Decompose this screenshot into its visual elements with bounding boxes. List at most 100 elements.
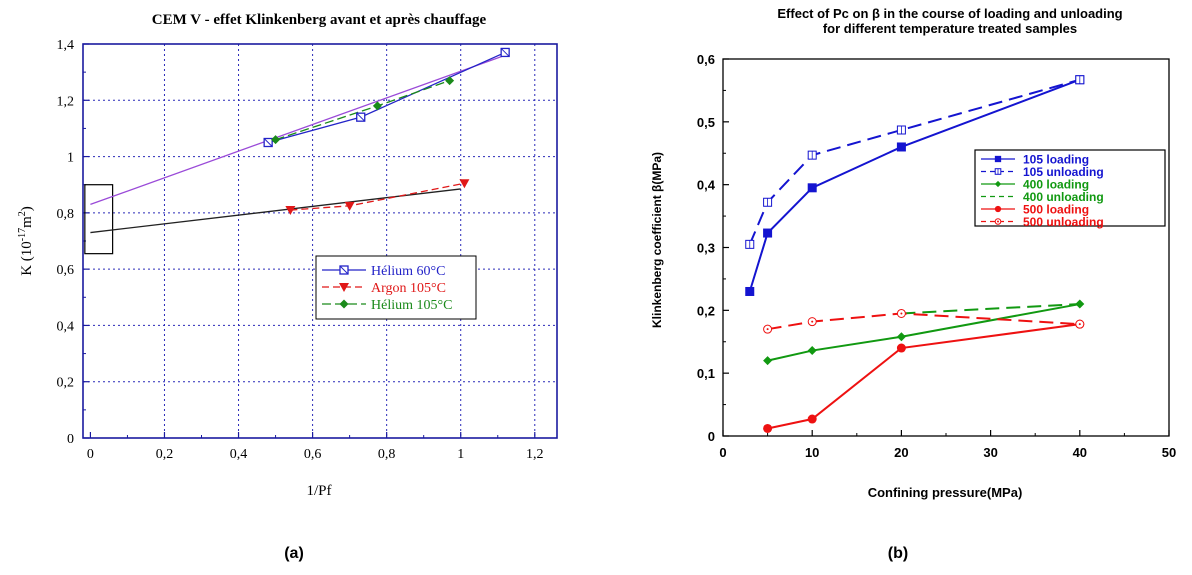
y-tick-label: 0 — [708, 429, 715, 444]
legend-label: 400 loading — [1023, 178, 1089, 192]
y-tick-label: 0,4 — [57, 319, 75, 334]
marker-diamond — [896, 332, 906, 342]
x-tick-label: 0,6 — [304, 447, 322, 462]
chart-a-plot-frame — [82, 43, 558, 439]
y-tick-label: 0,6 — [57, 263, 75, 278]
marker-triangle — [344, 201, 355, 211]
marker-triangle — [339, 283, 349, 292]
x-tick-label: 0 — [719, 445, 726, 460]
chart-b-x-axis-label: Confining pressure(MPa) — [868, 485, 1023, 500]
chart-a-marks — [263, 47, 510, 216]
chart-b-ticks: 0 10 20 30 40 50 0 0,1 0,2 0,3 0,4 0,5 0,6 — [697, 52, 1176, 460]
legend-label: 500 unloading — [1023, 215, 1104, 229]
chart-a: CEM V - effet Klinkenberg avant et après… — [17, 12, 558, 499]
ylabel-exponent: -17 — [17, 228, 28, 241]
marker-triangle — [459, 179, 470, 189]
marker-circle — [896, 343, 906, 353]
y-tick-label: 1,4 — [57, 38, 75, 53]
chart-a-legend: Hélium 60°C Argon 105°C Hélium 105°C — [315, 255, 477, 320]
marker-diamond — [763, 356, 773, 366]
series-line — [767, 303, 1080, 362]
x-tick-label: 0,8 — [378, 447, 396, 462]
panel-a-label: (a) — [284, 545, 304, 562]
chart-a-title: CEM V - effet Klinkenberg avant et après… — [152, 12, 487, 28]
legend-label: Hélium 105°C — [371, 298, 452, 313]
chart-a-lines — [84, 51, 506, 255]
series-line — [767, 312, 1080, 331]
marker-circle-open-dot — [811, 320, 814, 323]
x-tick-label: 1 — [457, 447, 464, 462]
marker-diamond — [807, 346, 817, 356]
chart-b-plot-frame — [722, 58, 1170, 437]
marker-diamond — [372, 101, 382, 111]
ylabel-unit: m — [19, 216, 35, 228]
ylabel-unit-exponent: 2 — [17, 211, 28, 216]
x-tick-label: 30 — [983, 445, 997, 460]
marker-diamond — [445, 76, 455, 86]
legend-label: Hélium 60°C — [371, 264, 445, 279]
chart-a-ticks: 0 0,2 0,4 0,6 0,8 1 1,2 0 0,2 0,4 0,6 0,8 1 1,2 1,4 — [57, 38, 544, 462]
y-tick-label: 0,6 — [697, 52, 715, 67]
ylabel-close: ) — [19, 206, 35, 211]
y-tick-label: 0,3 — [697, 241, 715, 256]
marker-circle — [807, 414, 817, 424]
marker-circle — [994, 205, 1002, 213]
legend-label: 105 loading — [1023, 153, 1089, 167]
marker-square — [745, 286, 755, 296]
chart-b-marks — [745, 75, 1085, 433]
panel-b-label: (b) — [888, 545, 908, 562]
marker-diamond — [271, 135, 281, 145]
marker-cross — [500, 48, 510, 57]
y-tick-label: 1,2 — [57, 94, 75, 109]
y-tick-label: 0,1 — [697, 366, 715, 381]
x-tick-label: 10 — [805, 445, 819, 460]
legend-label: 500 loading — [1023, 203, 1089, 217]
marker-cross — [339, 265, 349, 275]
marker-triangle — [285, 206, 296, 216]
marker-circle-open-dot — [1078, 323, 1081, 326]
marker-circle-open-dot — [997, 220, 999, 223]
chart-b: Effect of Pc on β in the course of loadi… — [650, 6, 1176, 500]
marker-circle — [763, 423, 773, 433]
marker-square — [896, 142, 906, 152]
series-line — [901, 303, 1080, 315]
marker-square — [807, 183, 817, 193]
x-tick-label: 0,2 — [156, 447, 174, 462]
chart-a-grid — [83, 44, 557, 438]
marker-square — [763, 228, 773, 238]
y-tick-label: 1 — [67, 151, 74, 166]
legend-label: 400 unloading — [1023, 190, 1104, 204]
x-tick-label: 0,4 — [230, 447, 248, 462]
chart-b-title-line-2: for different temperature treated sample… — [823, 21, 1077, 36]
x-tick-label: 40 — [1073, 445, 1087, 460]
marker-diamond — [1075, 299, 1085, 309]
legend-label: 105 unloading — [1023, 165, 1104, 179]
chart-b-legend-box — [974, 149, 1166, 227]
y-tick-label: 0,4 — [697, 178, 716, 193]
marker-cross — [356, 112, 366, 122]
x-tick-label: 1,2 — [526, 447, 544, 462]
marker-circle-open-dot — [766, 328, 769, 331]
chart-a-x-axis-label: 1/Pf — [306, 483, 331, 499]
x-tick-label: 50 — [1162, 445, 1176, 460]
chart-b-title-line-1: Effect of Pc on β in the course of loadi… — [777, 6, 1122, 21]
y-tick-label: 0 — [67, 432, 74, 447]
x-tick-label: 0 — [87, 447, 94, 462]
fit-line — [90, 54, 506, 206]
annotation-box — [84, 184, 114, 255]
marker-diamond — [339, 299, 349, 309]
marker-square — [994, 155, 1002, 163]
chart-a-y-axis-label: K (10-17m2) — [17, 206, 35, 276]
chart-b-lines — [748, 78, 1081, 430]
chart-b-y-axis-label: Klinkenberg coefficient β(MPa) — [650, 152, 664, 328]
marker-cross — [263, 138, 273, 147]
y-tick-label: 0,5 — [697, 115, 715, 130]
y-tick-label: 0,2 — [697, 303, 715, 318]
y-tick-label: 0,8 — [57, 207, 75, 222]
series-line — [275, 79, 450, 141]
x-tick-label: 20 — [894, 445, 908, 460]
fit-line — [90, 188, 461, 234]
marker-diamond — [994, 180, 1002, 188]
marker-circle-open-dot — [900, 312, 903, 315]
